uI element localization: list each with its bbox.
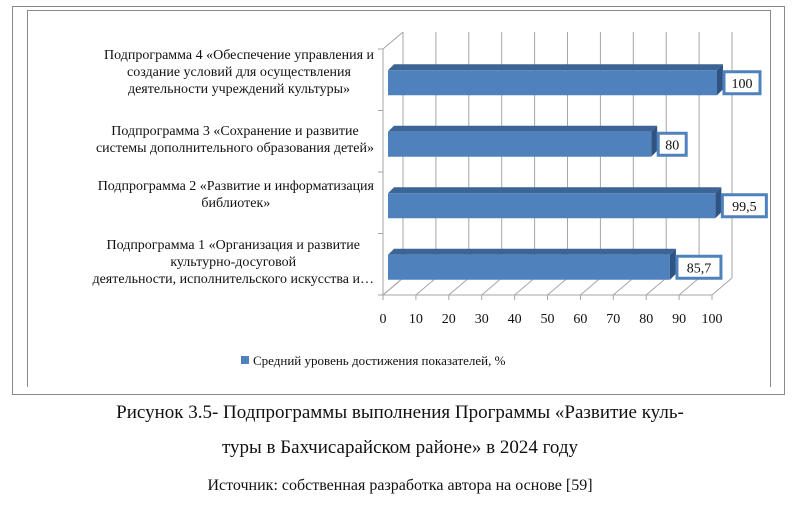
x-tick-label: 20 [442,312,456,327]
floor-gridline [514,277,535,296]
floor-edge [382,277,404,296]
category-label: Подпрограмма 1 «Организация и развитие ку… [92,237,374,288]
x-tick-label: 90 [672,312,686,327]
category-label-line: создание условий для осуществления [127,64,351,80]
category-label-line: Подпрограмма 4 «Обеспечение управления и [104,47,374,63]
x-tick-label: 50 [541,312,555,327]
bar-chart: 0 10 20 30 40 50 60 70 80 90 100 85,7 99,5 80 100 Средн… [241,31,768,368]
bar-top-face [388,125,658,132]
x-tick-label: 100 [702,312,723,327]
legend-swatch [241,356,249,364]
data-label: 85,7 [687,261,712,276]
floor-gridline [415,277,437,296]
category-label-line: системы дополнительного образования дете… [95,141,374,156]
chart-frame [12,6,785,395]
legend-label: Средний уровень достижения показателей, … [253,353,506,368]
bar [388,254,670,280]
bar-top-face [388,248,676,255]
category-label: Подпрограмма 4 «Обеспечение управления и… [104,47,374,98]
category-label: Подпрограмма 3 «Сохранение и развитие сис… [96,123,374,157]
bar [388,193,716,219]
data-label-box [656,131,688,157]
bar-side-face [651,125,658,157]
floor-gridline [580,277,601,296]
floor-gridline [448,277,470,296]
side-wall-top [382,31,404,50]
x-tick-label: 30 [475,312,489,327]
x-tick-label: 60 [573,312,587,327]
category-label-line: Подпрограмма 2 «Развитие и информатизаци… [97,179,374,194]
category-label-line: деятельности, исполнительского искусства… [92,271,374,287]
x-tick-label: 0 [380,312,387,327]
floor-gridline [645,277,667,296]
data-label-box [722,70,762,96]
chart-area [27,10,771,387]
data-label: 80 [665,138,679,153]
figure-caption-line2: туры в Бахчисарайском районе» в 2024 год… [221,437,579,458]
bar-top-face [388,64,723,71]
data-label-box [720,193,768,219]
bar-top-face [388,187,722,194]
data-label: 99,5 [732,200,757,215]
bar-side-face [715,187,722,219]
data-label-box [675,254,723,280]
x-tick-label: 80 [639,312,653,327]
floor-gridline [678,277,700,296]
bar-side-face [669,248,676,280]
figure-source: Источник: собственная разработка автора … [207,477,593,494]
bar [388,131,652,157]
x-tick-label: 70 [606,312,620,327]
figure-caption-line1: Рисунок 3.5- Подпрограммы выполнения Про… [116,402,684,423]
x-tick-label: 40 [508,312,522,327]
category-label-line: библиотек» [201,196,271,211]
category-label: Подпрограмма 2 «Развитие и информатизаци… [98,178,374,212]
category-label-line: деятельности учреждений культуры» [127,81,351,97]
category-label-line: Подпрограмма 1 «Организация и развитие [106,237,360,253]
floor-gridline [481,277,503,296]
bar-side-face [717,64,723,96]
x-tick-label: 10 [409,312,423,327]
data-label: 100 [732,77,753,92]
floor-gridline [612,277,634,296]
floor-gridline [547,277,568,296]
category-label-line: культурно-досуговой [170,254,297,270]
category-label-line: Подпрограмма 3 «Сохранение и развитие [111,124,359,139]
bar [388,70,717,96]
floor-gridline [711,277,733,296]
